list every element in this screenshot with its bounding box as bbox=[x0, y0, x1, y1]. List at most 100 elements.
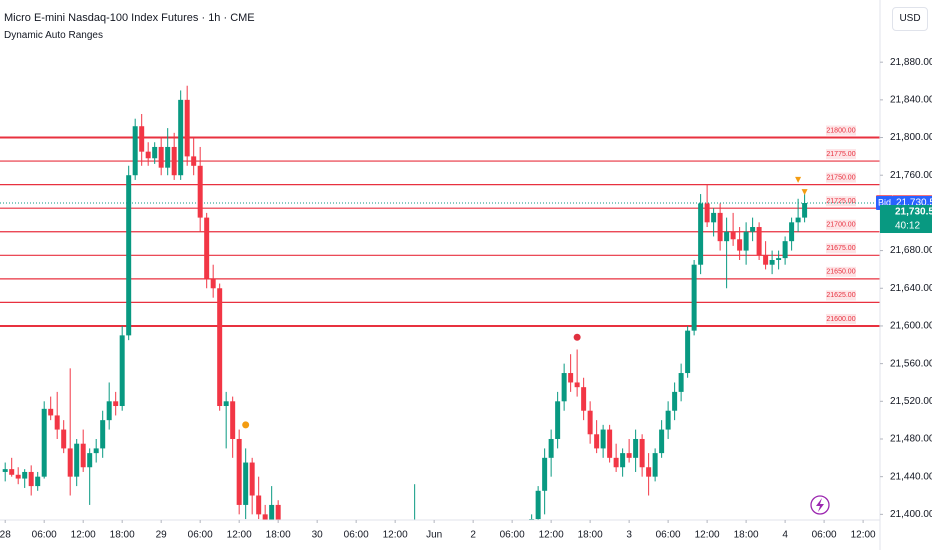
candle-body bbox=[158, 146, 164, 168]
candle-body bbox=[555, 401, 561, 439]
currency-button[interactable]: USD bbox=[892, 7, 928, 31]
bid-price: 21,730.50 bbox=[896, 198, 932, 209]
level-label: 21675.00 bbox=[826, 245, 855, 252]
candle-body bbox=[685, 330, 691, 374]
candle-body bbox=[789, 222, 795, 242]
candle-body bbox=[197, 165, 203, 218]
candle-body bbox=[587, 410, 593, 435]
candle-body bbox=[230, 401, 236, 439]
x-tick-label: 18:00 bbox=[734, 530, 759, 541]
candle-body bbox=[2, 469, 8, 472]
candle-body bbox=[717, 212, 723, 242]
candle-body bbox=[412, 528, 417, 533]
indicator-name: Dynamic Auto Ranges bbox=[4, 30, 103, 41]
candle-body bbox=[750, 227, 756, 232]
candle-body bbox=[41, 408, 47, 477]
y-tick-label: 21,880.00 bbox=[890, 57, 932, 68]
level-label-bg bbox=[826, 313, 856, 324]
candle-body bbox=[600, 429, 606, 449]
candle-body bbox=[581, 387, 587, 411]
candle-body bbox=[22, 471, 28, 479]
level-label: 21800.00 bbox=[826, 127, 855, 134]
candle-body bbox=[561, 373, 567, 402]
candle-body bbox=[204, 217, 210, 279]
candle-body bbox=[48, 408, 54, 416]
plot-area: 21800.00 21775.00 21750.00 21725.00 21700.00… bbox=[0, 85, 880, 533]
candle-body bbox=[646, 467, 652, 477]
candle-body bbox=[178, 99, 184, 176]
candle-body bbox=[626, 453, 632, 458]
candle-body bbox=[548, 438, 554, 458]
y-tick-label: 21,680.00 bbox=[890, 245, 932, 256]
y-tick-label: 21,520.00 bbox=[890, 396, 932, 407]
x-tick-label: 3 bbox=[626, 530, 632, 541]
signal-triangle bbox=[795, 176, 802, 183]
y-tick-label: 21,800.00 bbox=[890, 132, 932, 143]
candle-body bbox=[171, 146, 177, 176]
level-label-bg bbox=[826, 149, 856, 160]
x-tick-label: 4 bbox=[782, 530, 788, 541]
x-tick-label: 18:00 bbox=[578, 530, 603, 541]
last-price-tag bbox=[880, 205, 932, 234]
candle-body bbox=[795, 217, 801, 223]
x-tick-label: 12:00 bbox=[695, 530, 720, 541]
level-label-bg bbox=[826, 243, 856, 254]
level-label: 21700.00 bbox=[826, 222, 855, 229]
candle-body bbox=[529, 519, 535, 520]
level-label: 21600.00 bbox=[826, 316, 855, 323]
candle-body bbox=[15, 474, 21, 479]
candle-body bbox=[743, 231, 749, 251]
candle-body bbox=[249, 462, 255, 496]
candle-body bbox=[9, 469, 15, 475]
candle-body bbox=[145, 151, 151, 159]
y-tick-label: 21,400.00 bbox=[890, 509, 932, 520]
candle-body bbox=[776, 258, 782, 260]
candle-body bbox=[256, 495, 262, 515]
candle-body bbox=[568, 373, 574, 383]
chart-title: Micro E-mini Nasdaq-100 Index Futures · … bbox=[4, 12, 255, 24]
level-label: 21750.00 bbox=[826, 174, 855, 181]
candle-body bbox=[243, 462, 249, 505]
candle-body bbox=[100, 420, 106, 449]
candle-body bbox=[620, 453, 626, 468]
alert-icon[interactable] bbox=[810, 495, 830, 515]
candle-body bbox=[87, 453, 93, 468]
level-label: 21650.00 bbox=[826, 269, 855, 276]
candle-body bbox=[210, 278, 216, 289]
candle-body bbox=[672, 391, 678, 411]
x-tick-label: 06:00 bbox=[656, 530, 681, 541]
x-tick-label: 12:00 bbox=[227, 530, 252, 541]
y-tick-label: 21,840.00 bbox=[890, 94, 932, 105]
candle-body bbox=[126, 175, 132, 336]
candle-body bbox=[275, 504, 281, 520]
candle-body bbox=[756, 227, 762, 256]
candle-body bbox=[106, 401, 112, 421]
level-label-bg bbox=[826, 172, 856, 183]
candle-body bbox=[737, 239, 743, 251]
candle-body bbox=[730, 231, 736, 240]
candle-body bbox=[724, 231, 730, 242]
level-label-bg bbox=[826, 266, 856, 277]
candle-body bbox=[119, 335, 125, 407]
bid-label: Bid bbox=[878, 197, 891, 207]
candle-body bbox=[639, 438, 645, 468]
countdown: 40:12 bbox=[895, 221, 920, 232]
candle-body bbox=[633, 438, 639, 458]
level-label-bg bbox=[826, 290, 856, 301]
level-label: 21775.00 bbox=[826, 151, 855, 158]
signal-dot bbox=[573, 333, 581, 341]
candle-body bbox=[607, 429, 613, 458]
candle-body bbox=[93, 448, 99, 454]
candle-body bbox=[54, 415, 60, 430]
candle-body bbox=[80, 443, 86, 468]
candle-body bbox=[782, 241, 788, 259]
candle-body bbox=[574, 382, 580, 388]
x-tick-label: 06:00 bbox=[32, 530, 57, 541]
candle-body bbox=[191, 156, 197, 166]
candle-body bbox=[763, 255, 769, 265]
y-tick-label: 21,440.00 bbox=[890, 471, 932, 482]
x-tick-label: 12:00 bbox=[539, 530, 564, 541]
candle-body bbox=[704, 203, 710, 223]
candle-body bbox=[35, 476, 41, 487]
